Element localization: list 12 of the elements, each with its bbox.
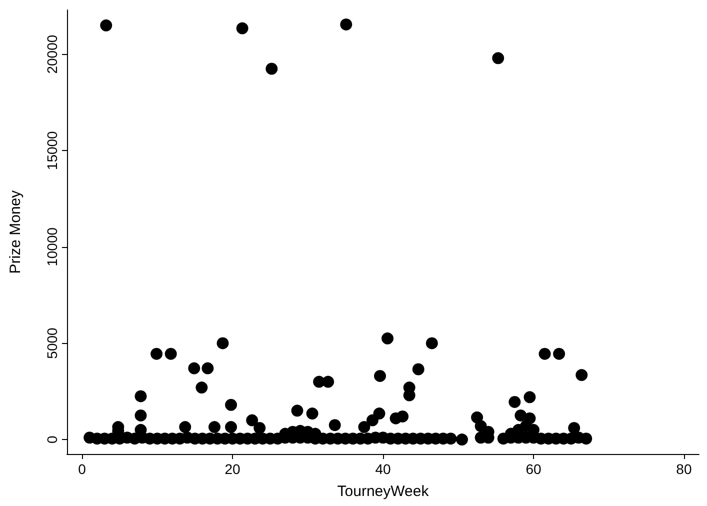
x-tick-label: 0 (78, 461, 86, 477)
x-axis-title: TourneyWeek (337, 483, 430, 500)
y-tick-label: 5000 (44, 327, 60, 359)
x-tick-label: 80 (676, 461, 692, 477)
x-tick-label: 20 (224, 461, 241, 477)
y-tick-label: 10000 (44, 227, 60, 266)
x-tick-label: 40 (375, 461, 391, 477)
x-tick-label: 60 (526, 461, 542, 477)
y-tick-label: 0 (44, 435, 60, 444)
y-axis-title: Prize Money (7, 190, 24, 274)
y-tick-label: 15000 (44, 130, 60, 170)
y-tick-label: 20000 (44, 34, 60, 74)
